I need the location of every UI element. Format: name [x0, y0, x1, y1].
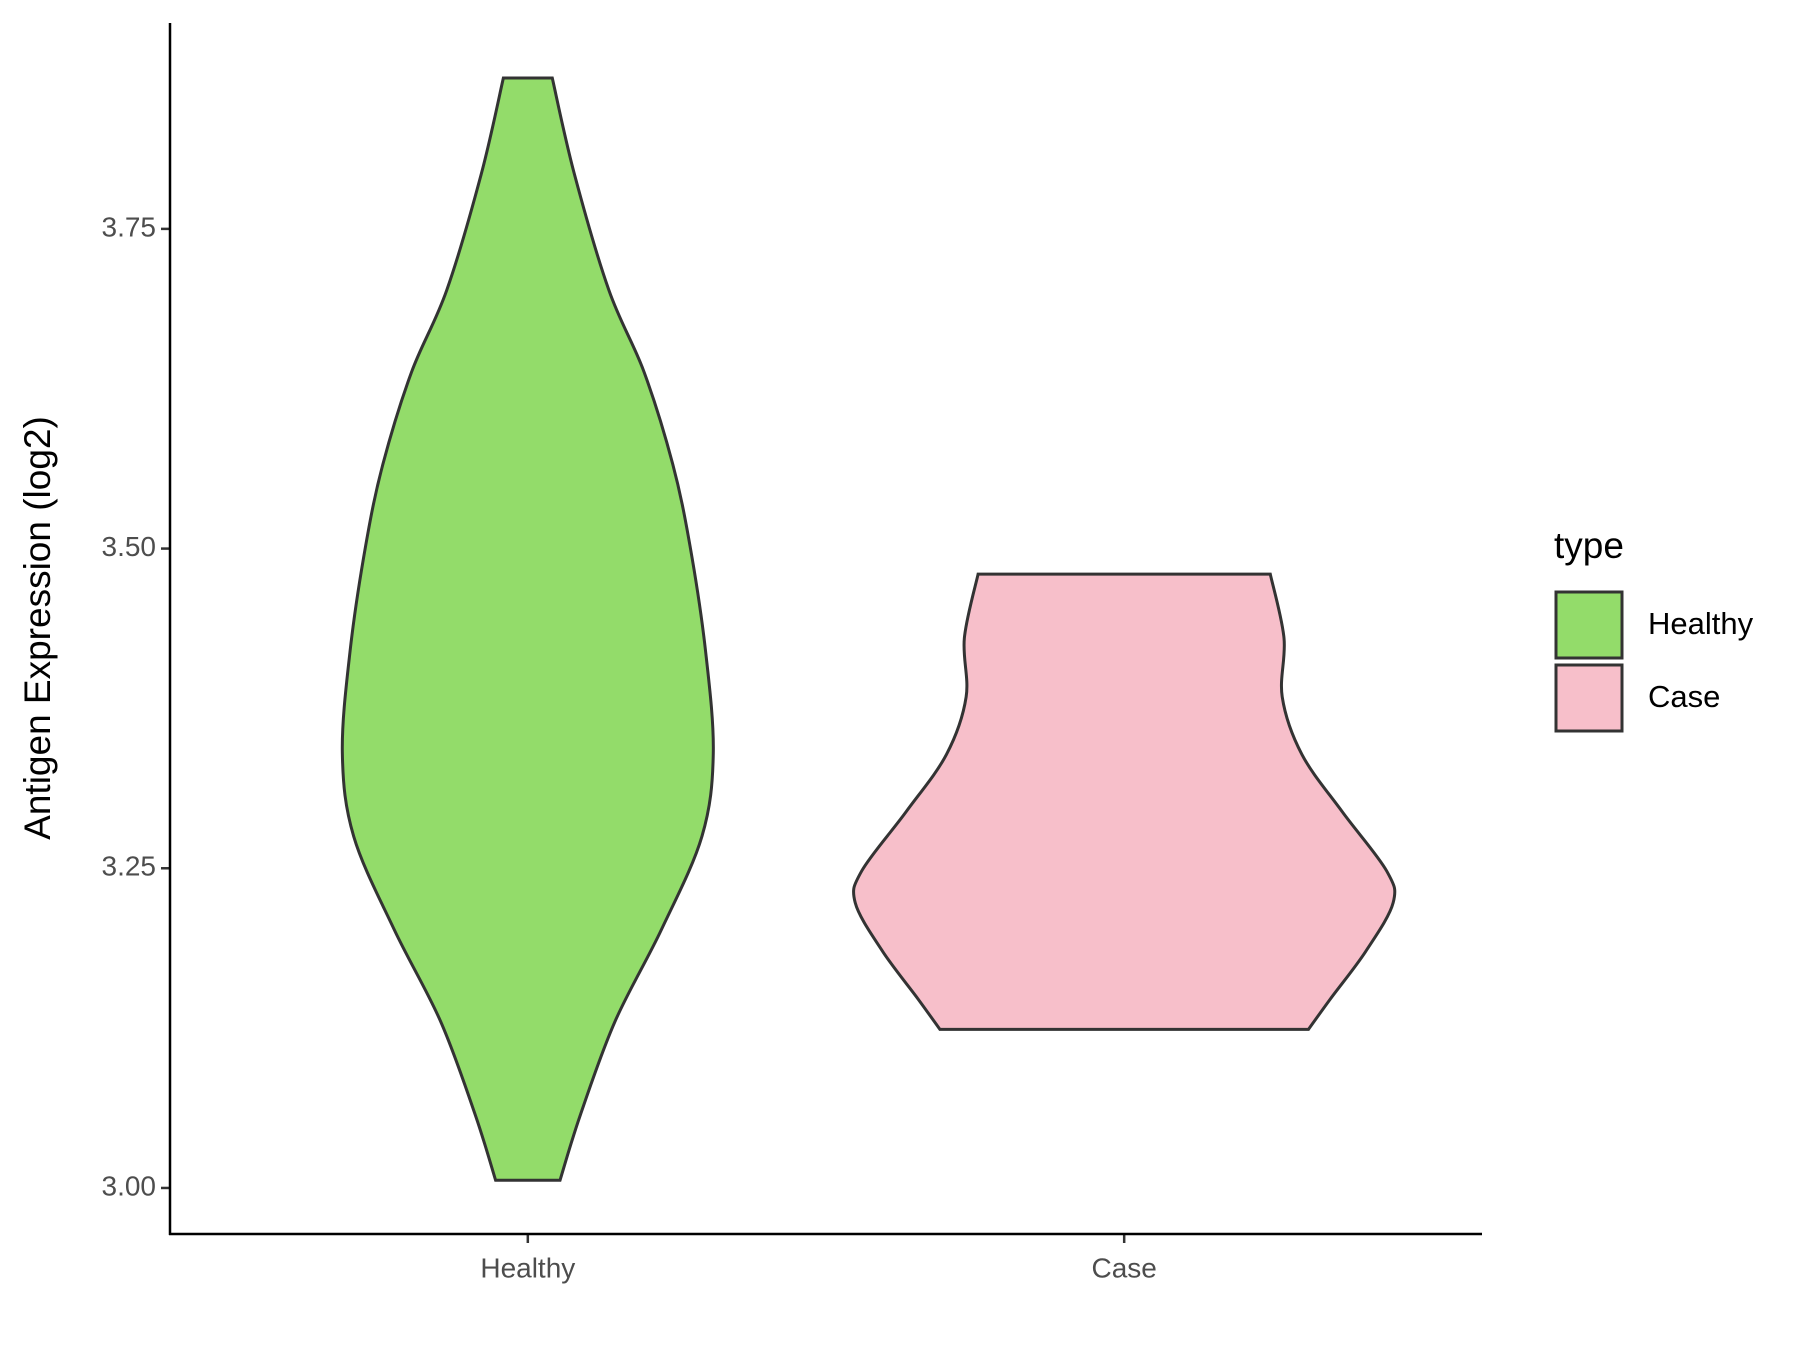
legend-title: type — [1554, 525, 1624, 566]
legend-label: Case — [1648, 679, 1720, 714]
violin — [340, 76, 715, 1182]
legend-label: Healthy — [1648, 606, 1754, 641]
violin — [852, 572, 1397, 1031]
legend-key — [1554, 590, 1624, 660]
y-tick-label: 3.75 — [102, 211, 157, 242]
y-tick-label: 3.50 — [102, 531, 157, 562]
x-tick-label: Healthy — [480, 1252, 575, 1283]
x-tick-label: Case — [1091, 1252, 1156, 1283]
y-axis-title: Antigen Expression (log2) — [17, 416, 58, 840]
y-tick-label: 3.00 — [102, 1170, 157, 1201]
y-tick-label: 3.25 — [102, 851, 157, 882]
legend-key — [1554, 663, 1624, 733]
